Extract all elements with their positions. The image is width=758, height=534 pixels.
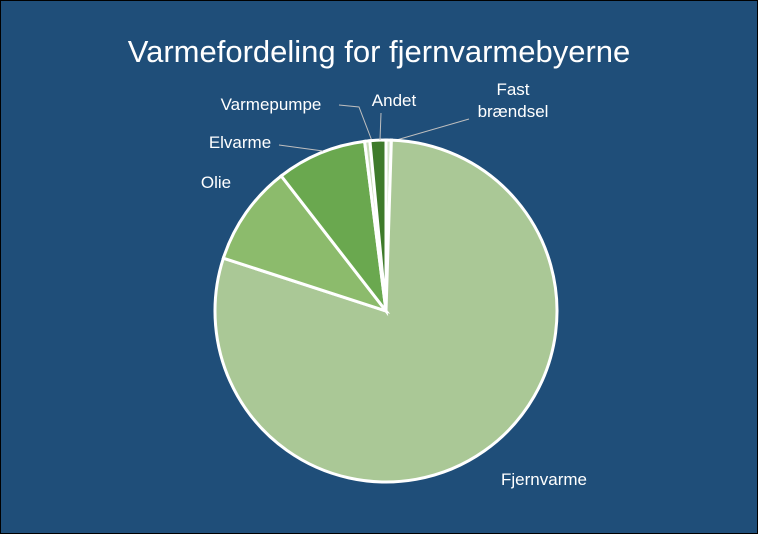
chart-title: Varmefordeling for fjernvarmebyerne	[127, 34, 631, 69]
pie-slice	[221, 173, 391, 314]
slice-label: Andet	[371, 91, 417, 110]
leader-line	[392, 118, 470, 142]
slice-label: Olie	[200, 173, 232, 192]
slice-label: Elvarme	[208, 133, 272, 152]
leader-line	[379, 112, 382, 141]
slice-label: Fjernvarme	[501, 470, 587, 489]
slice-label: Varmepumpe	[220, 95, 322, 114]
pie-slice	[368, 138, 388, 312]
leader-line	[278, 144, 324, 152]
leader-line	[338, 104, 373, 142]
pie-slice	[279, 139, 389, 317]
slice-label: Fast brændsel	[477, 80, 549, 121]
